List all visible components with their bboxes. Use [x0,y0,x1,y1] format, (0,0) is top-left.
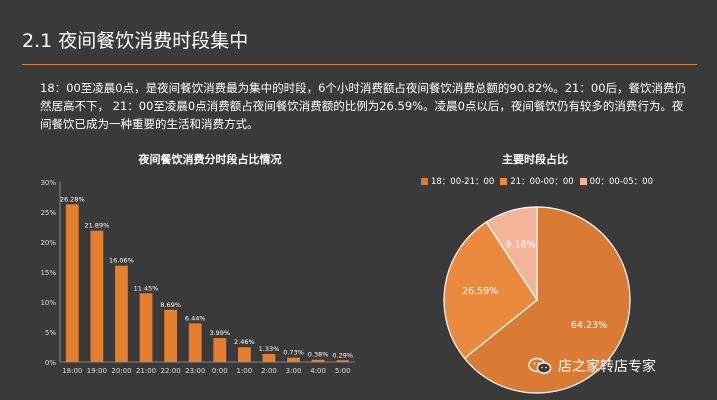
bar [237,347,251,362]
x-tick-label: 19:00 [87,367,107,375]
legend-item: 00：00-05：00 [579,175,654,187]
bar [90,230,104,362]
bar [287,357,300,362]
bar-data-label: 1.33% [259,345,280,353]
title-divider [22,64,697,65]
x-tick-label: 23:00 [185,367,205,375]
y-tick-label: 0% [45,359,56,367]
pie-chart-title: 主要时段占比 [502,153,568,166]
x-tick-label: 18:00 [62,367,82,375]
y-tick-label: 15% [40,269,56,277]
bar-data-label: 3.99% [209,329,230,337]
x-tick-label: 0:00 [212,367,228,375]
legend-item: 18：00-21：00 [420,175,495,187]
bar [213,338,227,362]
y-tick-label: 30% [40,179,56,187]
bar-data-label: 0.29% [332,351,353,359]
bar [336,360,350,362]
legend-swatch [500,177,508,185]
watermark: 店之家转店专家 [528,356,656,376]
bar-data-label: 8.69% [160,301,181,309]
bar-chart-title: 夜间餐饮消费分时段占比情况 [138,153,282,166]
legend-label: 18：00-21：00 [430,177,495,187]
bar-chart: 0% 5% 10% 15% 20% 25% 30% 26.28% 18:00 21.89% 19:0… [40,179,355,375]
legend-swatch [579,177,587,185]
pie-data-label: 9.18% [506,240,536,251]
bar-data-label: 0.38% [308,351,329,359]
x-tick-label: 1:00 [237,367,253,375]
y-tick-label: 5% [45,329,56,337]
x-tick-label: 20:00 [111,367,131,375]
bar [139,293,153,362]
bar [164,309,178,362]
bar-data-label: 6.44% [185,314,206,322]
pie-data-label: 64.23% [571,320,607,331]
bar [65,204,79,362]
x-tick-label: 5:00 [335,367,351,375]
pie-data-label: 26.59% [462,286,498,297]
bar-data-label: 2.46% [234,338,255,346]
bar-data-label: 11.45% [134,284,159,292]
y-tick-label: 10% [40,299,56,307]
x-tick-label: 4:00 [310,367,326,375]
bar-data-label: 26.28% [60,195,85,203]
summary-paragraph: 18：00至凌晨0点，是夜间餐饮消费最为集中的时段，6个小时消费额占夜间餐饮消费… [40,81,687,131]
x-tick-label: 2:00 [261,367,277,375]
legend-label: 21：00-00：00 [510,177,574,187]
legend-label: 00：00-05：00 [589,177,654,187]
y-tick-label: 25% [40,209,56,217]
pie-slice [485,206,538,303]
x-tick-label: 22:00 [161,367,181,375]
bar-data-label: 16.06% [109,257,134,265]
bar-data-label: 21.89% [84,222,109,230]
pie-chart: 64.23% 26.59% 9.18% [443,206,631,394]
watermark-text: 店之家转店专家 [558,359,656,375]
bar [311,359,325,362]
legend-swatch [420,177,428,185]
bar-data-label: 0.73% [283,349,304,357]
x-tick-label: 21:00 [136,367,156,375]
pie-legend: 18：00-21：00 21：00-00：00 00：00-05：00 [402,175,672,187]
wechat-icon [528,357,552,374]
pie-slice [463,206,631,394]
legend-item: 21：00-00：00 [500,175,574,187]
bar [188,323,202,362]
bar [262,354,276,362]
bar [115,265,128,362]
x-tick-label: 3:00 [286,367,302,375]
y-tick-label: 20% [40,239,56,247]
pie-slice [443,221,538,360]
page-title: 2.1 夜间餐饮消费时段集中 [22,30,249,52]
